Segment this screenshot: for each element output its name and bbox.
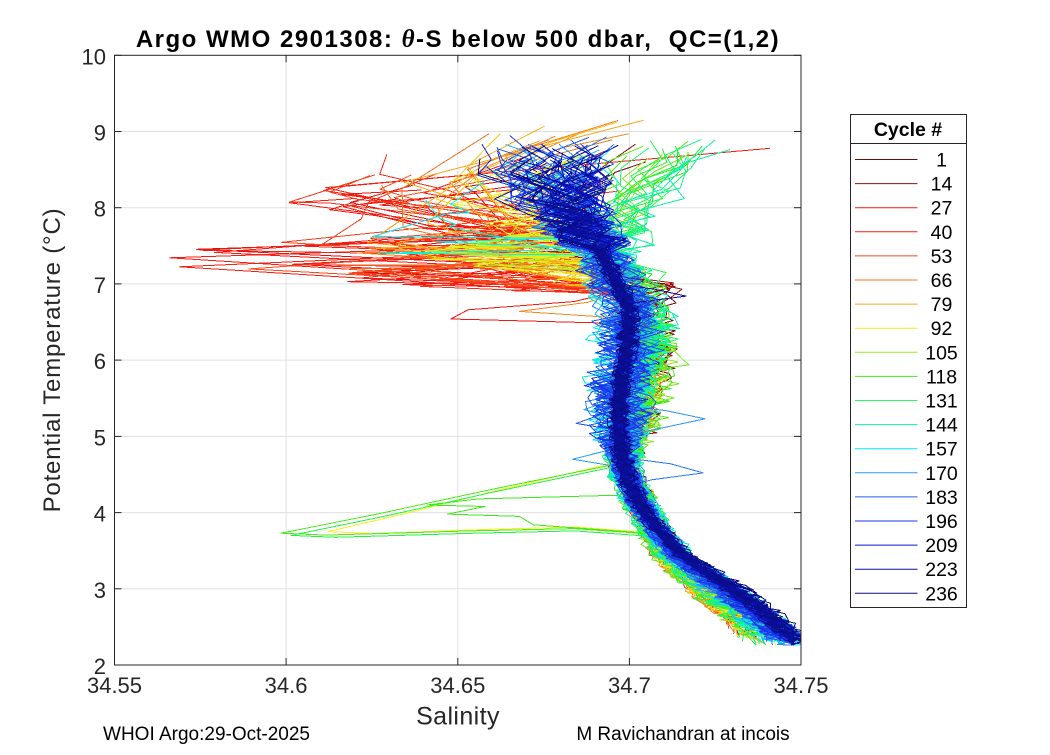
svg-text:8: 8 bbox=[94, 197, 106, 222]
svg-text:66: 66 bbox=[931, 270, 953, 292]
svg-text:Argo WMO 2901308: θ-S below 50: Argo WMO 2901308: θ-S below 500 dbar, QC… bbox=[136, 26, 780, 53]
svg-text:92: 92 bbox=[931, 318, 953, 340]
svg-text:170: 170 bbox=[925, 463, 958, 485]
svg-text:7: 7 bbox=[94, 273, 106, 298]
svg-text:157: 157 bbox=[925, 439, 958, 461]
svg-text:34.7: 34.7 bbox=[608, 673, 651, 698]
svg-text:183: 183 bbox=[925, 487, 958, 509]
svg-text:40: 40 bbox=[931, 222, 953, 244]
svg-text:Potential Temperature (°C): Potential Temperature (°C) bbox=[39, 208, 66, 513]
svg-text:131: 131 bbox=[925, 391, 958, 413]
svg-text:Salinity: Salinity bbox=[416, 703, 500, 731]
svg-text:9: 9 bbox=[94, 121, 106, 146]
svg-text:1: 1 bbox=[936, 150, 947, 172]
svg-text:105: 105 bbox=[925, 342, 958, 364]
svg-text:4: 4 bbox=[94, 502, 106, 527]
svg-text:34.55: 34.55 bbox=[87, 673, 142, 698]
svg-text:Cycle #: Cycle # bbox=[874, 119, 942, 141]
svg-text:14: 14 bbox=[931, 174, 953, 196]
svg-text:5: 5 bbox=[94, 425, 106, 450]
svg-text:34.65: 34.65 bbox=[430, 673, 485, 698]
svg-text:236: 236 bbox=[925, 583, 958, 605]
svg-text:WHOI Argo:29-Oct-2025: WHOI Argo:29-Oct-2025 bbox=[103, 724, 310, 745]
svg-text:79: 79 bbox=[931, 294, 953, 316]
svg-text:34.75: 34.75 bbox=[773, 673, 828, 698]
svg-text:6: 6 bbox=[94, 349, 106, 374]
svg-text:209: 209 bbox=[925, 535, 958, 557]
svg-text:144: 144 bbox=[925, 415, 958, 437]
svg-text:27: 27 bbox=[931, 198, 953, 220]
svg-text:53: 53 bbox=[931, 246, 953, 268]
svg-text:118: 118 bbox=[926, 366, 957, 388]
svg-text:2: 2 bbox=[94, 654, 106, 679]
svg-text:10: 10 bbox=[82, 44, 106, 69]
svg-text:M Ravichandran at incois: M Ravichandran at incois bbox=[576, 724, 789, 745]
svg-text:3: 3 bbox=[94, 578, 106, 603]
svg-text:196: 196 bbox=[925, 511, 958, 533]
svg-text:34.6: 34.6 bbox=[265, 673, 308, 698]
svg-text:223: 223 bbox=[925, 559, 958, 581]
